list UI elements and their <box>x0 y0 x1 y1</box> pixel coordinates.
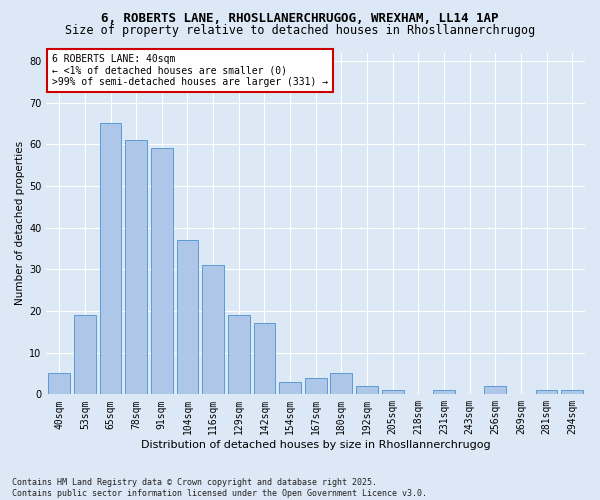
Bar <box>536 390 557 394</box>
Bar <box>331 374 352 394</box>
Bar <box>382 390 404 394</box>
Bar <box>74 315 96 394</box>
Text: Contains HM Land Registry data © Crown copyright and database right 2025.
Contai: Contains HM Land Registry data © Crown c… <box>12 478 427 498</box>
Text: Size of property relative to detached houses in Rhosllannerchrugog: Size of property relative to detached ho… <box>65 24 535 37</box>
Bar <box>356 386 378 394</box>
Bar <box>561 390 583 394</box>
Bar <box>151 148 173 394</box>
Y-axis label: Number of detached properties: Number of detached properties <box>15 142 25 306</box>
Bar <box>202 265 224 394</box>
Bar <box>176 240 199 394</box>
Bar <box>279 382 301 394</box>
Bar <box>484 386 506 394</box>
Bar <box>254 324 275 394</box>
Bar <box>100 124 121 394</box>
Bar <box>305 378 326 394</box>
Bar <box>228 315 250 394</box>
Text: 6, ROBERTS LANE, RHOSLLANERCHRUGOG, WREXHAM, LL14 1AP: 6, ROBERTS LANE, RHOSLLANERCHRUGOG, WREX… <box>101 12 499 26</box>
X-axis label: Distribution of detached houses by size in Rhosllannerchrugog: Distribution of detached houses by size … <box>141 440 491 450</box>
Bar <box>49 374 70 394</box>
Text: 6 ROBERTS LANE: 40sqm
← <1% of detached houses are smaller (0)
>99% of semi-deta: 6 ROBERTS LANE: 40sqm ← <1% of detached … <box>52 54 328 88</box>
Bar <box>125 140 147 394</box>
Bar <box>433 390 455 394</box>
